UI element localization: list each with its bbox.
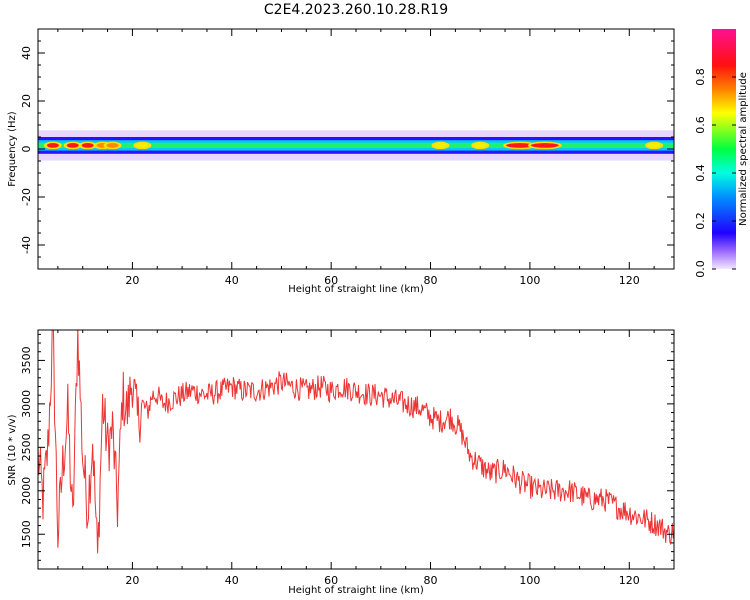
figure-title: C2E4.2023.260.10.28.R19 — [264, 2, 448, 18]
snr-panel: 20 40 60 80 100 120 3500 3000 2500 2000 1500 Heigh… — [7, 329, 675, 596]
colorbar: 0.0 0.2 0.4 0.6 0.8 Normalized spectral ampl… — [694, 29, 749, 278]
x-tick-label: 80 — [424, 574, 438, 587]
x-tick-label: 100 — [519, 274, 540, 287]
band-hotspot — [66, 143, 79, 148]
colorbar-tick-label: 0.4 — [694, 164, 707, 182]
x-tick-label: 60 — [324, 574, 338, 587]
band-hotspot — [81, 143, 94, 148]
colorbar-tick-label: 0.8 — [694, 68, 707, 86]
heatmap-axes: 20 40 60 80 100 120 40 20 0 -20 -40 — [20, 28, 674, 287]
snr-background — [38, 330, 674, 569]
y-tick-label: 3000 — [20, 390, 33, 418]
band-hotspot — [106, 143, 119, 148]
x-tick-label: 20 — [125, 574, 139, 587]
colorbar-gradient — [712, 29, 736, 269]
x-tick-label: 120 — [619, 574, 640, 587]
snr-y-axis-label: SNR (10 * v/v) — [7, 414, 18, 485]
band-hotspot — [136, 143, 149, 148]
heatmap-x-axis-label: Height of straight line (km) — [288, 284, 424, 295]
x-tick-label: 60 — [324, 274, 338, 287]
y-tick-label: 0 — [20, 146, 33, 153]
colorbar-tick-label: 0.0 — [694, 260, 707, 278]
x-tick-label: 120 — [619, 274, 640, 287]
x-tick-label: 40 — [225, 274, 239, 287]
colorbar-ticks: 0.0 0.2 0.4 0.6 0.8 — [694, 68, 736, 278]
snr-x-axis-label: Height of straight line (km) — [288, 585, 424, 596]
y-tick-label: 2500 — [20, 433, 33, 461]
snr-series-line — [38, 330, 674, 554]
colorbar-label: Normalized spectral amplitude — [738, 72, 749, 226]
y-tick-label: 2000 — [20, 477, 33, 505]
heatmap-band — [38, 130, 674, 161]
colorbar-tick-label: 0.6 — [694, 116, 707, 134]
heatmap-y-axis-label: Frequency (Hz) — [7, 111, 18, 187]
y-tick-label: 20 — [20, 94, 33, 108]
band-hotspot — [474, 143, 487, 148]
y-tick-label: 3500 — [20, 346, 33, 374]
y-tick-label: -20 — [20, 188, 33, 206]
band-hotspot — [530, 143, 559, 148]
snr-axes: 20 40 60 80 100 120 3500 3000 2500 2000 1500 — [20, 330, 674, 587]
band-hotspot — [46, 143, 59, 148]
x-tick-label: 80 — [424, 274, 438, 287]
y-tick-label: -40 — [20, 236, 33, 254]
y-tick-label: 40 — [20, 46, 33, 60]
y-tick-label: 1500 — [20, 520, 33, 548]
x-tick-label: 20 — [125, 274, 139, 287]
band-hotspot — [505, 143, 534, 148]
band-hotspot — [648, 143, 661, 148]
x-tick-label: 40 — [225, 574, 239, 587]
band-core — [38, 142, 674, 149]
colorbar-tick-label: 0.2 — [694, 212, 707, 230]
heatmap-panel: 20 40 60 80 100 120 40 20 0 -20 -40 Height of stra… — [7, 28, 675, 295]
x-tick-label: 100 — [519, 574, 540, 587]
band-hotspot — [434, 143, 447, 148]
